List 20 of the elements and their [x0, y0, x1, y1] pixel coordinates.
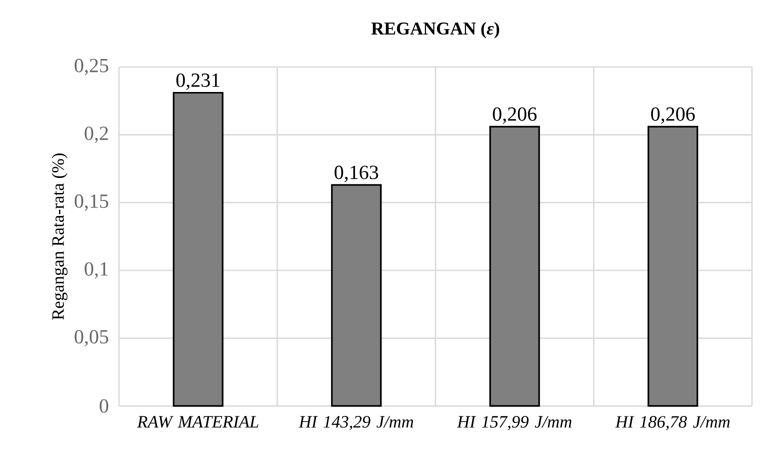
y-tick-label: 0,2: [84, 126, 108, 143]
y-tick-label: 0: [100, 399, 108, 413]
y-tick-label: 0,05: [74, 330, 108, 346]
data-label: 0,206: [651, 107, 695, 124]
y-tick-label: 0,25: [74, 58, 108, 76]
bar: [648, 126, 698, 407]
y-tick-label: 0,15: [74, 194, 108, 211]
x-tick-label: HI 157,99 J/mm: [456, 416, 572, 430]
y-axis-title: Regangan Rata-rata (%): [52, 154, 68, 320]
bar: [489, 126, 540, 407]
bar: [331, 184, 382, 407]
x-tick-label: HI 186,78 J/mm: [615, 416, 730, 430]
data-label: 0,206: [492, 107, 537, 124]
x-tick-label: HI 143,29 J/mm: [298, 416, 414, 430]
data-label: 0,231: [176, 73, 220, 90]
x-tick-label: RAW MATERIAL: [137, 416, 258, 428]
y-tick-label: 0,1: [84, 262, 108, 279]
data-label: 0,163: [334, 166, 378, 182]
chart-title: REGANGAN (ε): [371, 22, 500, 38]
bar: [172, 92, 224, 407]
